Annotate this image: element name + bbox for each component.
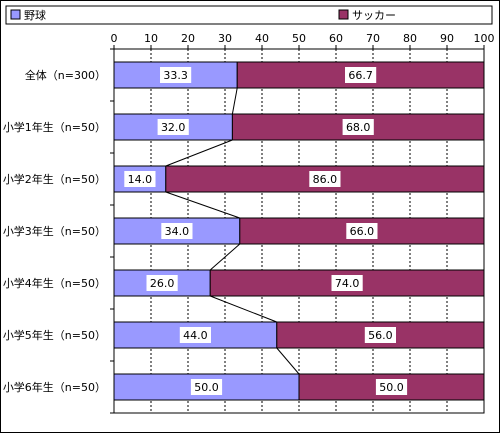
data-label-bg-0-3 (161, 223, 193, 239)
bar-0-4 (113, 269, 211, 297)
data-label-bg-1-0 (345, 67, 377, 83)
data-label-0-5: 44.0 (183, 329, 208, 342)
tick-label-3: 30 (218, 32, 232, 45)
category-label-1: 小学1年生（n=50） (3, 120, 106, 134)
series-line-4 (210, 295, 277, 323)
data-label-bg-1-1 (342, 119, 374, 135)
data-label-1-5: 56.0 (368, 329, 393, 342)
tick-label-1: 10 (144, 32, 158, 45)
legend-label-0: 野球 (24, 8, 46, 22)
data-label-1-0: 66.7 (348, 69, 373, 82)
data-label-bg-0-1 (157, 119, 189, 135)
category-label-4: 小学4年生（n=50） (3, 276, 106, 290)
tick-label-8: 80 (403, 32, 417, 45)
series-line-1 (165, 139, 233, 167)
tick-label-7: 70 (366, 32, 380, 45)
data-label-bg-1-4 (331, 275, 363, 291)
data-label-1-2: 86.0 (313, 173, 338, 186)
tick-label-4: 40 (255, 32, 269, 45)
data-label-bg-1-2 (309, 171, 341, 187)
data-label-bg-0-0 (160, 67, 192, 83)
legend-swatch-0 (10, 9, 21, 20)
data-label-1-6: 50.0 (379, 381, 404, 394)
tick-label-9: 90 (440, 32, 454, 45)
data-label-bg-0-2 (124, 171, 156, 187)
category-label-6: 小学6年生（n=50） (3, 380, 106, 394)
data-label-bg-0-5 (179, 327, 211, 343)
legend-box (5, 5, 493, 25)
data-label-bg-1-5 (364, 327, 396, 343)
data-labels: 33.3 66.7 32.0 68.0 14.0 86.0 34.0 66.0 26.0 74.0… (124, 67, 408, 395)
category-label-0: 全体（n=300） (25, 68, 106, 82)
series-lines (165, 87, 300, 375)
series-line-5 (276, 347, 300, 375)
category-label-3: 小学3年生（n=50） (3, 224, 106, 238)
legend-label-1: サッカー (352, 9, 396, 22)
data-label-0-6: 50.0 (194, 381, 219, 394)
data-label-bg-1-3 (346, 223, 378, 239)
data-label-1-1: 68.0 (346, 121, 371, 134)
data-label-0-4: 26.0 (150, 277, 175, 290)
tick-label-10: 100 (474, 32, 495, 45)
data-label-0-0: 33.3 (163, 69, 188, 82)
category-labels: 全体（n=300） 小学1年生（n=50） 小学2年生（n=50） 小学3年生（n=5… (3, 68, 106, 394)
series-line-0 (231, 87, 238, 115)
tick-label-2: 20 (181, 32, 195, 45)
data-label-0-1: 32.0 (161, 121, 186, 134)
data-label-1-4: 74.0 (335, 277, 360, 290)
data-label-1-3: 66.0 (350, 225, 375, 238)
series-line-3 (209, 243, 241, 271)
data-label-bg-0-4 (146, 275, 178, 291)
bar-0-0 (113, 61, 238, 89)
tick-label-0: 0 (111, 32, 118, 45)
tick-label-5: 50 (292, 32, 306, 45)
series-line-2 (165, 191, 240, 219)
category-label-5: 小学5年生（n=50） (3, 328, 106, 342)
tick-label-6: 60 (329, 32, 343, 45)
x-axis-ticks: 0 10 20 30 40 50 60 70 80 90 100 (111, 32, 495, 49)
category-label-2: 小学2年生（n=50） (3, 172, 106, 186)
legend: 野球 サッカー (5, 5, 493, 25)
data-label-bg-1-6 (375, 379, 408, 395)
legend-swatch-1 (338, 9, 349, 20)
data-label-0-3: 34.0 (165, 225, 190, 238)
data-label-0-2: 14.0 (128, 173, 153, 186)
data-label-bg-0-6 (190, 379, 223, 395)
